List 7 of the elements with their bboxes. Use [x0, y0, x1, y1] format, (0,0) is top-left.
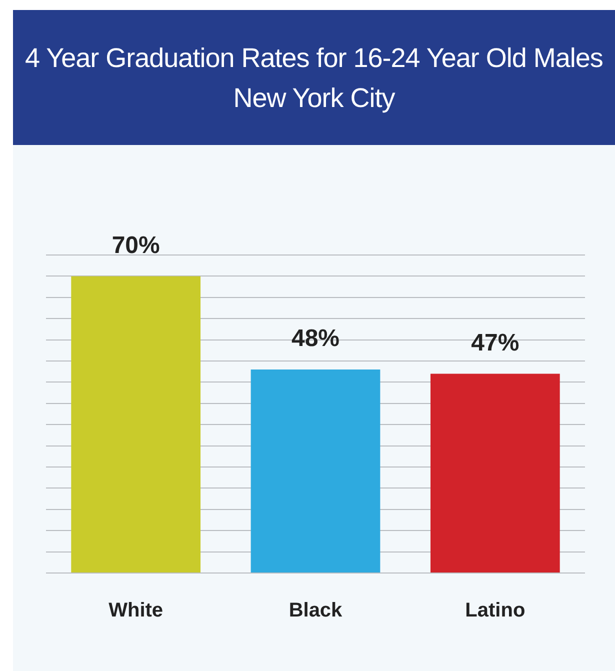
- x-tick-label: Latino: [465, 600, 526, 622]
- data-label: 47%: [471, 329, 520, 356]
- x-tick-label: Black: [288, 600, 344, 622]
- x-tick-label: White: [108, 600, 164, 622]
- chart-title: 4 Year Graduation Rates for 16-24 Year Old Males New York City: [13, 10, 615, 145]
- data-label: 70%: [112, 232, 160, 259]
- data-label: 48%: [291, 325, 340, 352]
